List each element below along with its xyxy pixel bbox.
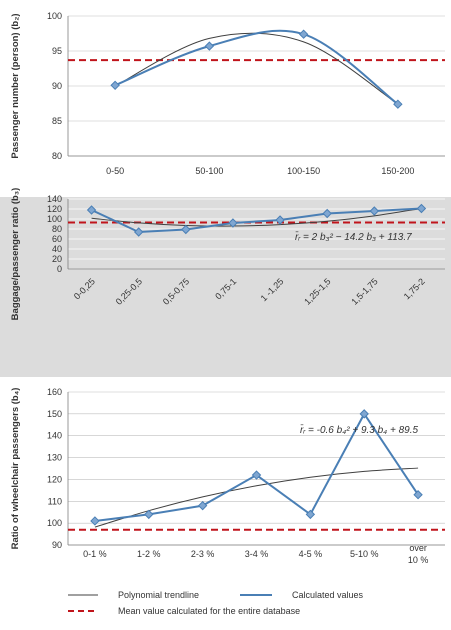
passenger-y-tick-label: 95 [52, 46, 62, 56]
baggage-data-point [86, 205, 97, 215]
wheelchair-y-tick-label: 90 [52, 540, 62, 550]
wheelchair-y-tick-label: 100 [47, 518, 62, 528]
chart-2-equation: r̄ᵣ = -0.6 b₄² + 9.3 b₄ + 89.5 [300, 423, 418, 436]
wheelchair-data-point [144, 509, 154, 520]
wheelchair-x-tick-label: 10 % [408, 555, 429, 565]
wheelchair-x-tick-label: 4-5 % [299, 549, 323, 559]
wheelchair-y-tick-label: 150 [47, 409, 62, 419]
wheelchair-x-tick-label: 5-10 % [350, 549, 379, 559]
wheelchair-data-point [90, 516, 100, 526]
wheelchair-x-tick-label: 0-1 % [83, 549, 107, 559]
chart-1-equation: r̄ᵣ = 2 b₃² − 14.2 b₃ + 113.7 [295, 230, 412, 243]
baggage-data-point [369, 206, 380, 216]
wheelchair-y-tick-label: 120 [47, 474, 62, 484]
baggage-data-point [322, 208, 332, 219]
wheelchair-y-tick-label: 110 [48, 496, 62, 506]
wheelchair-x-tick-label: 1-2 % [137, 549, 161, 559]
baggage-y-axis-label: Baggage/passenger ratio (b₃) [10, 188, 21, 321]
legend: Polynomial trendline Calculated values M… [68, 590, 364, 616]
passenger-y-tick-label: 80 [52, 151, 62, 161]
passenger-data-point [110, 80, 120, 91]
passenger-x-tick-label: 0-50 [106, 166, 124, 176]
passenger-number-chart: 80 85 90 95 100 0-50 50-100 100-150 150-200 Passe… [10, 11, 445, 176]
passenger-x-tick-label: 100-150 [287, 166, 320, 176]
wheelchair-data-point [197, 500, 208, 511]
wheelchair-ratio-chart: 90 100 110 120 130 140 150 160 0-1 % 1-2 % 2-3 % 3-… [10, 387, 445, 565]
passenger-data-point [204, 41, 215, 51]
wheelchair-data-point [305, 509, 316, 520]
wheelchair-y-axis-label: Ratio of wheelchair passengers (b₄) [10, 388, 21, 550]
baggage-y-tick-label: 80 [52, 224, 62, 234]
wheelchair-y-tick-label: 140 [47, 431, 62, 441]
baggage-trendline [91, 207, 422, 227]
chart-2-background [0, 197, 451, 377]
passenger-y-tick-label: 90 [52, 81, 62, 91]
legend-calculated-label: Calculated values [292, 590, 364, 600]
baggage-data-point [416, 203, 427, 214]
wheelchair-x-tick-label: 2-3 % [191, 549, 215, 559]
baggage-data-point [181, 224, 191, 235]
passenger-data-point [298, 29, 309, 39]
passenger-data-point [393, 99, 403, 109]
wheelchair-data-point [359, 409, 369, 419]
wheelchair-x-tick-label: 3-4 % [245, 549, 269, 559]
baggage-calculated-line [91, 207, 422, 234]
legend-mean-label: Mean value calculated for the entire dat… [118, 606, 300, 616]
wheelchair-x-tick-label: over [409, 543, 427, 553]
passenger-calculated-line [114, 29, 399, 106]
passenger-x-tick-label: 150-200 [381, 166, 414, 176]
passenger-y-axis-label: Passenger number (person) (b₂) [10, 13, 21, 158]
passenger-x-tick-label: 50-100 [195, 166, 223, 176]
baggage-y-tick-label: 100 [47, 214, 62, 224]
baggage-y-tick-label: 120 [47, 204, 62, 214]
passenger-y-tick-label: 85 [52, 116, 62, 126]
baggage-y-tick-label: 20 [52, 254, 62, 264]
baggage-data-point [275, 215, 285, 225]
wheelchair-data-point [251, 470, 262, 480]
legend-trendline-label: Polynomial trendline [118, 590, 199, 600]
baggage-y-tick-label: 40 [52, 244, 62, 254]
passenger-y-tick-label: 100 [47, 11, 62, 21]
baggage-y-tick-label: 60 [52, 234, 62, 244]
baggage-y-tick-label: 140 [47, 194, 62, 204]
wheelchair-y-tick-label: 160 [47, 387, 62, 397]
baggage-data-point [228, 218, 238, 228]
baggage-data-point [133, 227, 144, 237]
wheelchair-data-point [413, 490, 423, 500]
wheelchair-y-tick-label: 130 [47, 453, 62, 463]
baggage-y-tick-label: 0 [57, 264, 62, 274]
